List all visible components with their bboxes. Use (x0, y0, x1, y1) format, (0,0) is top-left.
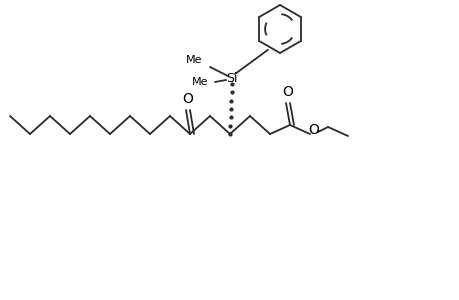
Text: Me: Me (185, 55, 202, 65)
Text: Si: Si (226, 71, 237, 85)
Text: Me: Me (191, 77, 208, 87)
Text: O: O (182, 92, 193, 106)
Text: O: O (308, 123, 319, 137)
Text: O: O (282, 85, 293, 99)
